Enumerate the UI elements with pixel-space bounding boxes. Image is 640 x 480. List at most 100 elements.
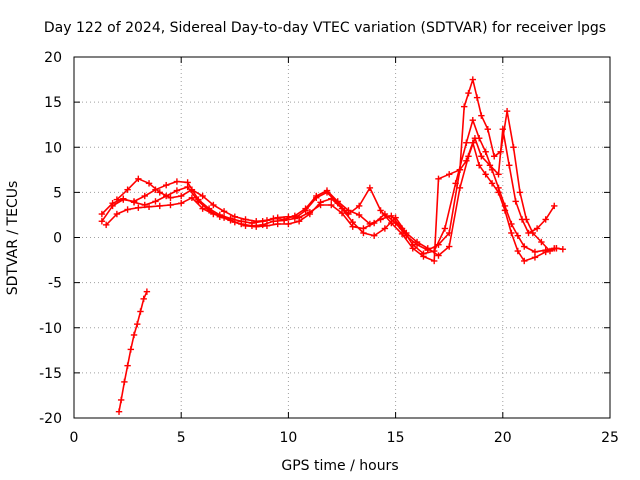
data-point bbox=[124, 362, 131, 369]
data-point bbox=[156, 202, 163, 210]
data-point bbox=[463, 139, 470, 146]
data-point bbox=[102, 221, 110, 229]
data-point bbox=[381, 210, 389, 218]
data-point bbox=[523, 216, 530, 223]
data-point bbox=[178, 200, 185, 207]
data-point bbox=[508, 229, 515, 237]
data-point bbox=[542, 216, 549, 223]
y-tick-label: -5 bbox=[48, 276, 62, 292]
data-point bbox=[497, 148, 504, 155]
data-point bbox=[388, 212, 395, 220]
series-line-track-5 bbox=[118, 290, 148, 413]
data-point bbox=[514, 247, 522, 255]
data-point bbox=[124, 206, 131, 213]
series-line-track-2 bbox=[101, 141, 556, 262]
data-point bbox=[435, 175, 442, 183]
data-point bbox=[486, 162, 494, 169]
data-point bbox=[529, 229, 537, 237]
data-point bbox=[430, 257, 438, 265]
data-point bbox=[242, 222, 249, 229]
data-point bbox=[145, 203, 153, 211]
data-point bbox=[516, 189, 524, 196]
data-point bbox=[521, 257, 528, 265]
data-point bbox=[338, 209, 346, 217]
data-point bbox=[355, 202, 363, 210]
data-point bbox=[465, 153, 472, 160]
data-point bbox=[199, 192, 206, 200]
data-point bbox=[559, 246, 567, 253]
data-point bbox=[370, 232, 378, 239]
data-point bbox=[366, 184, 374, 192]
x-tick-label: 10 bbox=[279, 430, 297, 446]
data-point bbox=[98, 218, 106, 225]
data-point bbox=[370, 219, 378, 227]
data-point bbox=[231, 218, 238, 226]
data-point bbox=[446, 229, 453, 237]
data-point bbox=[253, 223, 260, 230]
data-point bbox=[403, 232, 410, 239]
data-point bbox=[381, 225, 389, 232]
data-point bbox=[533, 225, 541, 232]
y-tick-label: 15 bbox=[44, 95, 62, 111]
data-point bbox=[152, 198, 159, 205]
data-point bbox=[167, 201, 174, 209]
data-point bbox=[478, 153, 485, 160]
data-point bbox=[188, 186, 196, 193]
y-tick-label: -10 bbox=[39, 321, 62, 337]
y-tick-label: 20 bbox=[44, 50, 62, 66]
axis-ticks: 0 5 10 15 20 25 -20 -15 -10 -5 0 5 10 15 20 bbox=[39, 50, 619, 446]
data-point bbox=[392, 219, 399, 227]
data-point bbox=[409, 245, 416, 252]
data-point bbox=[551, 202, 558, 210]
y-tick-label: -20 bbox=[39, 411, 62, 427]
data-point bbox=[456, 184, 464, 192]
data-point bbox=[306, 209, 314, 216]
data-point bbox=[178, 192, 185, 200]
data-point bbox=[482, 171, 489, 178]
data-point bbox=[188, 194, 196, 201]
data-point bbox=[121, 378, 128, 386]
data-point bbox=[263, 217, 271, 224]
data-point bbox=[531, 248, 539, 256]
data-point bbox=[156, 189, 163, 196]
data-point bbox=[274, 220, 281, 228]
data-point bbox=[482, 148, 489, 155]
data-point bbox=[456, 166, 464, 174]
data-point bbox=[117, 396, 125, 404]
data-point bbox=[109, 200, 116, 207]
data-point bbox=[424, 246, 431, 254]
data-point bbox=[120, 195, 127, 202]
data-point bbox=[553, 245, 560, 252]
x-tick-label: 5 bbox=[177, 430, 186, 446]
data-point bbox=[488, 180, 496, 187]
data-point bbox=[134, 320, 141, 328]
data-point bbox=[143, 288, 151, 295]
data-point bbox=[291, 215, 299, 222]
data-point bbox=[435, 241, 442, 248]
data-point bbox=[242, 216, 249, 223]
data-point bbox=[199, 205, 206, 212]
data-point bbox=[141, 192, 148, 200]
data-point bbox=[162, 181, 170, 189]
data-point bbox=[328, 195, 335, 202]
data-point bbox=[302, 207, 309, 214]
data-point bbox=[167, 194, 174, 201]
x-tick-label: 25 bbox=[601, 430, 619, 446]
data-point bbox=[317, 201, 324, 209]
data-point bbox=[377, 207, 384, 214]
data-point bbox=[461, 103, 468, 110]
data-point bbox=[469, 116, 476, 124]
data-point bbox=[98, 210, 106, 218]
data-point bbox=[471, 135, 479, 142]
data-point bbox=[259, 221, 266, 229]
data-point bbox=[503, 107, 511, 115]
data-point bbox=[231, 213, 238, 220]
data-point bbox=[130, 331, 138, 339]
data-point bbox=[360, 225, 367, 232]
data-point bbox=[531, 254, 539, 261]
data-point bbox=[285, 220, 292, 228]
data-point bbox=[323, 189, 331, 196]
data-point bbox=[173, 178, 181, 185]
data-point bbox=[220, 214, 228, 221]
data-point bbox=[469, 76, 476, 83]
